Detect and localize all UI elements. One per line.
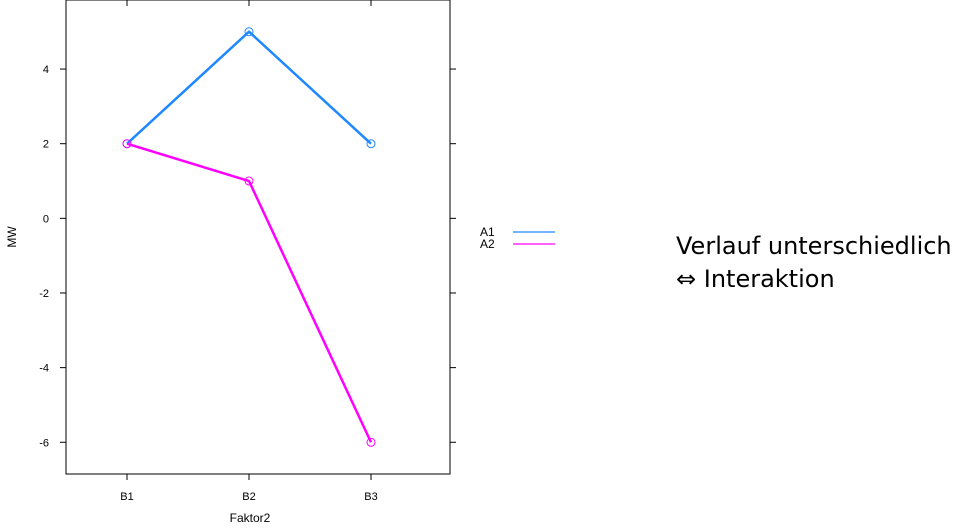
- axes: -6 -4 -2 0 2 4 B1 B2 B3: [39, 0, 456, 503]
- legend-label-a2: A2: [480, 237, 495, 251]
- series-line-a2: [126, 142, 373, 443]
- data-point-a2: [244, 176, 254, 186]
- legend-label-a1: A1: [480, 225, 495, 239]
- x-tick-label: B2: [242, 491, 255, 503]
- x-axis-title: Faktor2: [230, 511, 271, 525]
- y-tick-label: -4: [39, 363, 49, 375]
- y-axis-title: MW: [5, 226, 19, 248]
- x-tick-label: B1: [120, 491, 133, 503]
- y-tick-label: -6: [39, 437, 49, 449]
- y-tick-label: 2: [43, 139, 49, 151]
- y-tick-label: -2: [39, 288, 49, 300]
- data-point-a1: [244, 27, 254, 37]
- annotation-line-2: ⇔ Interaktion: [676, 265, 835, 293]
- annotation-text: Verlauf unterschiedlich ⇔ Interaktion: [676, 230, 952, 296]
- data-point-a1: [366, 139, 376, 149]
- x-tick-label: B3: [364, 491, 377, 503]
- plot-frame: [65, 0, 451, 475]
- series-line-a1: [126, 30, 372, 145]
- data-point-a2: [122, 139, 132, 149]
- series-layer: [122, 27, 376, 447]
- y-tick-label: 4: [43, 64, 49, 76]
- y-tick-label: 0: [43, 213, 49, 225]
- data-point-a2: [366, 437, 376, 447]
- annotation-line-1: Verlauf unterschiedlich: [676, 232, 952, 260]
